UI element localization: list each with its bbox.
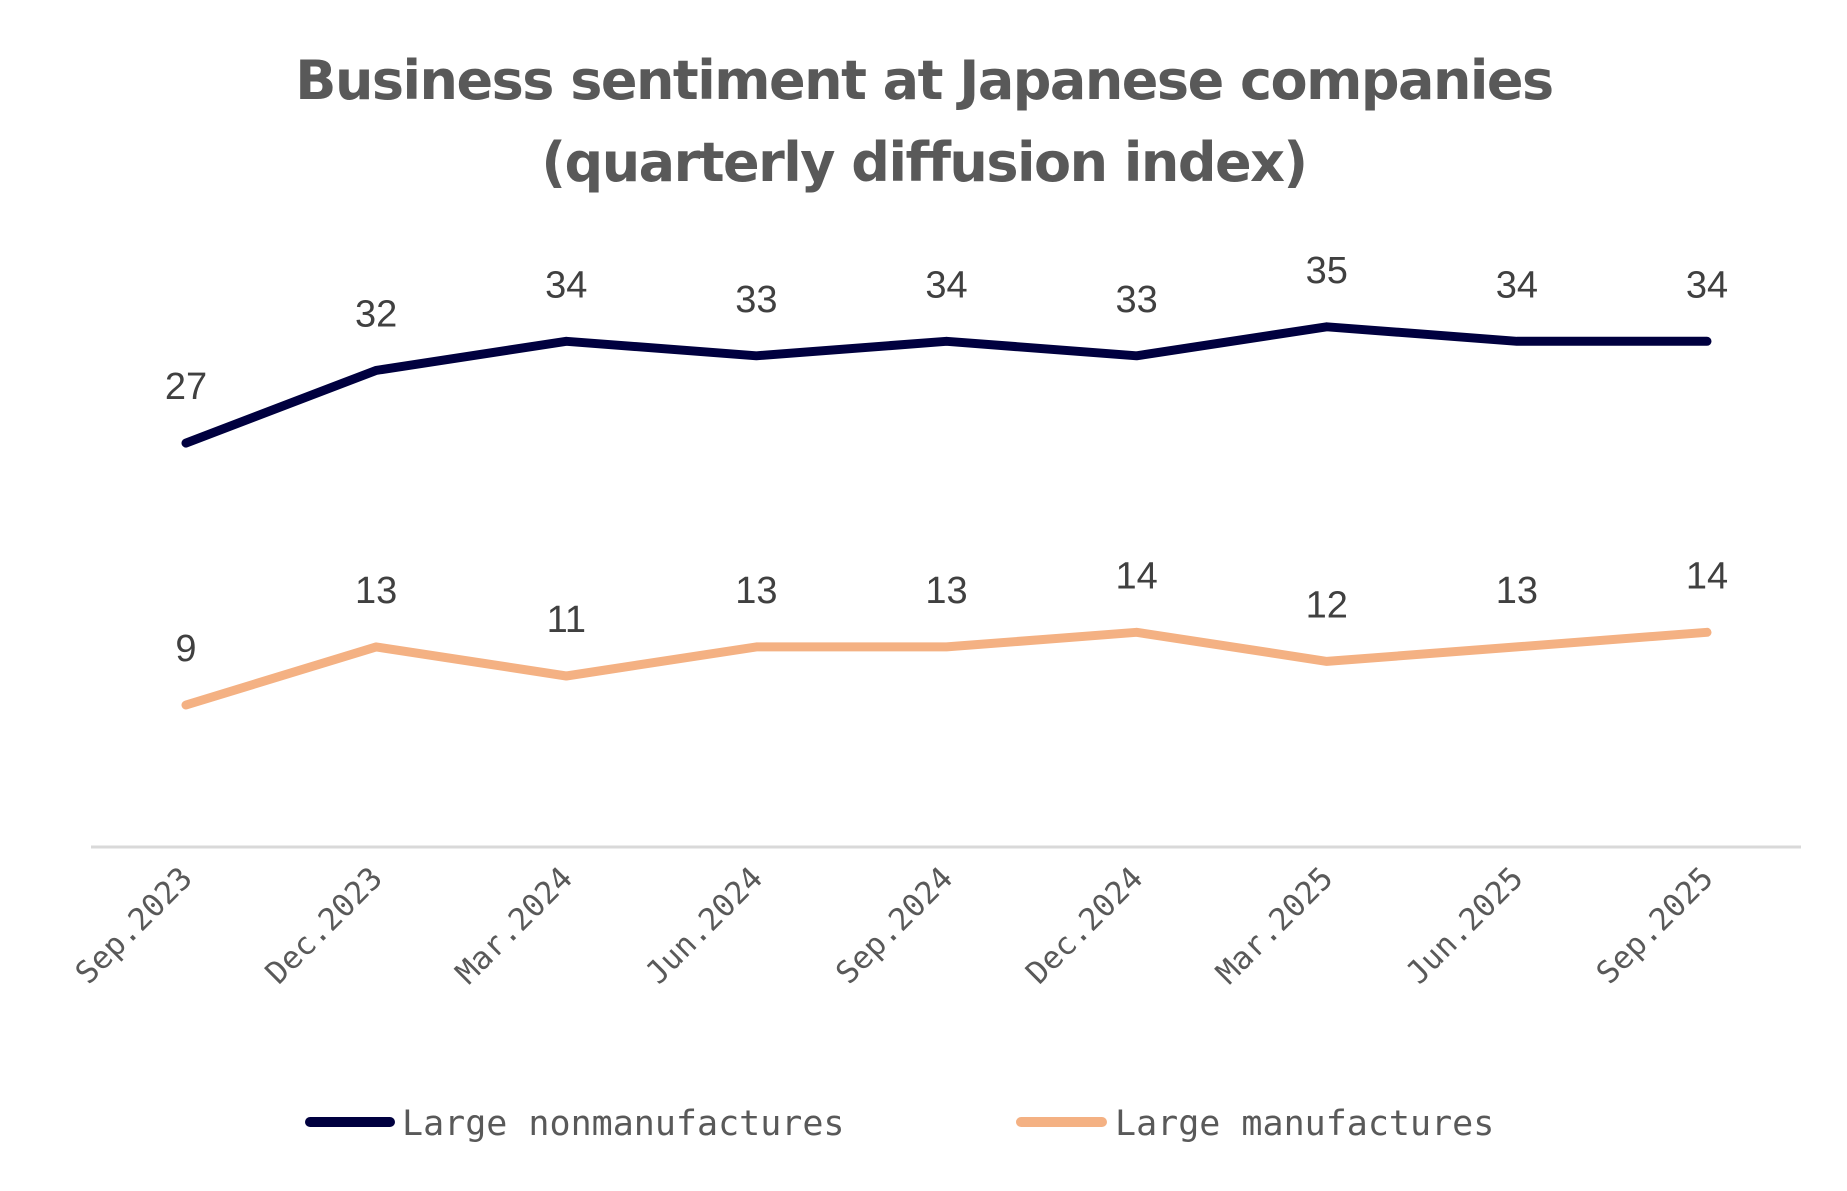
x-tick-label: Jun.2024 <box>639 860 770 991</box>
data-label: 34 <box>1496 264 1538 306</box>
series-line-large-nonmanufactures <box>181 322 1712 448</box>
legend-item-large-nonmanufactures[interactable]: Large nonmanufactures <box>305 1104 845 1144</box>
data-label: 34 <box>925 264 967 306</box>
legend-item-large-manufactures[interactable]: Large manufactures <box>1016 1104 1494 1144</box>
x-tick-label: Dec.2023 <box>259 860 390 991</box>
x-tick-label: Dec.2024 <box>1019 860 1150 991</box>
chart-title-line-2: (quarterly diffusion index) <box>541 131 1306 194</box>
chart-title-line-1: Business sentiment at Japanese companies <box>295 49 1552 112</box>
legend-label-nonmanufactures: Large nonmanufactures <box>402 1104 845 1144</box>
data-labels-layer: 27 32 34 33 34 33 35 34 34 9 13 11 13 13 14 12 13 14 <box>165 250 1728 670</box>
data-label: 14 <box>1686 555 1728 597</box>
data-label: 13 <box>1496 570 1538 612</box>
data-label: 32 <box>355 293 397 335</box>
data-label: 13 <box>925 570 967 612</box>
data-label: 33 <box>1115 279 1157 321</box>
series-line-large-manufactures <box>181 627 1712 710</box>
x-tick-label: Sep.2023 <box>69 860 200 991</box>
data-label: 34 <box>1686 264 1728 306</box>
x-tick-label: Jun.2025 <box>1399 860 1530 991</box>
data-label: 9 <box>175 628 196 670</box>
data-label: 34 <box>545 264 587 306</box>
data-label: 33 <box>735 279 777 321</box>
data-label: 35 <box>1306 250 1348 292</box>
series-layer <box>181 322 1712 710</box>
x-tick-labels: Sep.2023 Dec.2023 Mar.2024 Jun.2024 Sep.2024… <box>69 860 1721 991</box>
x-tick-label: Sep.2025 <box>1590 860 1721 991</box>
data-label: 13 <box>355 570 397 612</box>
chart-title: Business sentiment at Japanese companies… <box>295 49 1554 194</box>
legend-label-manufactures: Large manufactures <box>1115 1104 1494 1144</box>
legend: Large nonmanufactures Large manufactures <box>305 1104 1494 1144</box>
data-label: 11 <box>547 599 586 641</box>
data-label: 27 <box>165 366 207 408</box>
x-tick-label: Mar.2024 <box>449 860 580 991</box>
x-tick-label: Mar.2025 <box>1209 860 1340 991</box>
data-label: 12 <box>1306 584 1348 626</box>
data-label: 14 <box>1115 555 1157 597</box>
data-label: 13 <box>735 570 777 612</box>
x-tick-label: Sep.2024 <box>829 860 960 991</box>
